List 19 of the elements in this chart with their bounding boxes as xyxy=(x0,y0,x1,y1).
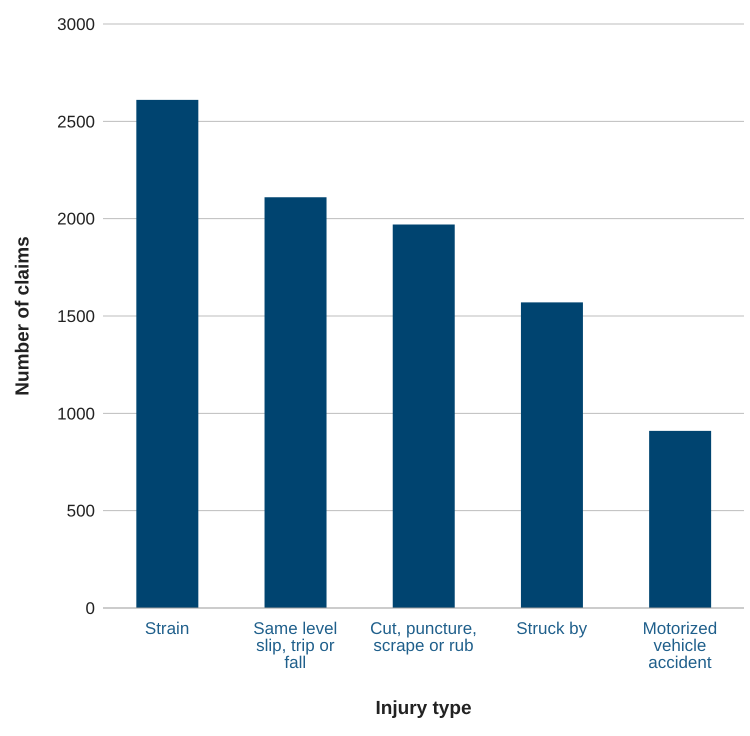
x-tick-label: Cut, puncture, scrape or rub xyxy=(370,619,477,656)
y-tick-label: 1000 xyxy=(57,404,95,424)
y-tick-label: 1500 xyxy=(57,307,95,326)
x-tick-label: Same level slip, trip or fall xyxy=(253,619,338,672)
bar xyxy=(392,224,455,608)
x-axis-title: Injury type xyxy=(375,698,472,719)
y-tick-label: 500 xyxy=(66,502,95,521)
y-tick-label: 2500 xyxy=(57,112,95,132)
x-tick-label: Motorized vehicle accident xyxy=(642,619,718,672)
bar xyxy=(520,302,583,608)
y-tick-label: 0 xyxy=(86,599,95,618)
bar xyxy=(136,100,198,608)
bar xyxy=(649,430,712,608)
bar xyxy=(264,197,327,608)
x-tick-label: Struck by xyxy=(516,619,588,638)
y-tick-label: 3000 xyxy=(57,15,95,34)
y-axis-title: Number of claims xyxy=(12,236,34,396)
y-tick-label: 2000 xyxy=(57,210,95,229)
x-tick-label: Strain xyxy=(144,619,190,638)
